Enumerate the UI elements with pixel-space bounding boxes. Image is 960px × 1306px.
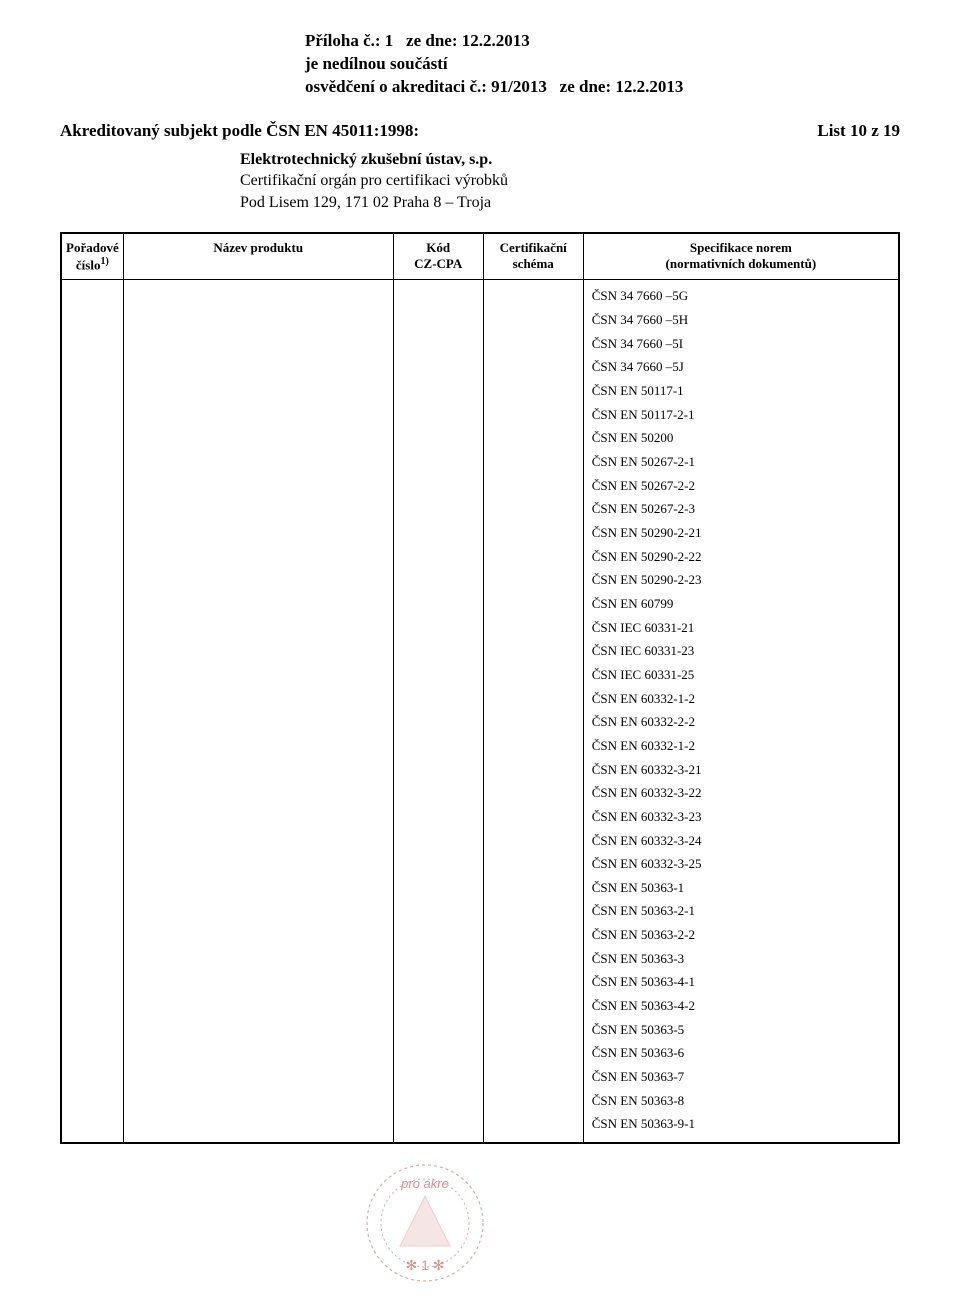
- table-row: ČSN 34 7660 –5GČSN 34 7660 –5HČSN 34 766…: [61, 280, 899, 1143]
- org-name: Elektrotechnický zkušební ústav, s.p.: [240, 149, 900, 171]
- priloha-date: ze dne: 12.2.2013: [406, 31, 530, 50]
- priloha-label: Příloha č.: 1: [305, 31, 393, 50]
- norm-line: ČSN EN 60332-3-24: [592, 829, 890, 853]
- norm-line: ČSN EN 50267-2-3: [592, 497, 890, 521]
- cell-cert: [483, 280, 583, 1143]
- table-header-row: Pořadové číslo1) Název produktu Kód CZ-C…: [61, 233, 899, 280]
- header-line-1: Příloha č.: 1 ze dne: 12.2.2013: [305, 30, 900, 53]
- norm-line: ČSN 34 7660 –5I: [592, 332, 890, 356]
- norm-line: ČSN EN 50363-4-2: [592, 994, 890, 1018]
- norm-line: ČSN EN 50363-7: [592, 1065, 890, 1089]
- poradove-l1: Pořadové: [66, 240, 119, 255]
- norm-line: ČSN EN 60332-1-2: [592, 734, 890, 758]
- norm-line: ČSN EN 60332-3-23: [592, 805, 890, 829]
- org-line-2: Certifikační orgán pro certifikaci výrob…: [240, 170, 900, 192]
- col-spec: Specifikace norem (normativních dokument…: [583, 233, 899, 280]
- col-nazev: Název produktu: [123, 233, 393, 280]
- norm-line: ČSN EN 50290-2-22: [592, 545, 890, 569]
- norm-line: ČSN EN 60799: [592, 592, 890, 616]
- osvedceni-label: osvědčení o akreditaci č.: 91/2013: [305, 77, 547, 96]
- cell-nazev: [123, 280, 393, 1143]
- norm-line: ČSN EN 50363-6: [592, 1041, 890, 1065]
- accreditation-stamp: pro akre ✻ 1 ✻: [360, 1158, 490, 1288]
- stamp-number: ✻ 1 ✻: [360, 1257, 490, 1274]
- norm-line: ČSN EN 50363-1: [592, 876, 890, 900]
- cert-l1: Certifikační: [500, 240, 567, 255]
- norm-line: ČSN EN 60332-3-25: [592, 852, 890, 876]
- osvedceni-date: ze dne: 12.2.2013: [560, 77, 684, 96]
- spec-l1: Specifikace norem: [690, 240, 792, 255]
- norm-line: ČSN EN 60332-1-2: [592, 687, 890, 711]
- footnote-marker: 1): [100, 256, 108, 267]
- header-line-2: je nedílnou součástí: [305, 53, 900, 76]
- norm-line: ČSN EN 50267-2-2: [592, 474, 890, 498]
- stamp-number-value: 1: [421, 1257, 429, 1273]
- stamp-top-text: pro akre: [360, 1176, 490, 1191]
- cell-poradove: [61, 280, 123, 1143]
- norm-line: ČSN EN 50363-2-2: [592, 923, 890, 947]
- norm-line: ČSN EN 50267-2-1: [592, 450, 890, 474]
- norm-line: ČSN EN 50363-4-1: [592, 970, 890, 994]
- col-cert: Certifikační schéma: [483, 233, 583, 280]
- norm-line: ČSN IEC 60331-25: [592, 663, 890, 687]
- kod-l2: CZ-CPA: [414, 256, 462, 271]
- norm-line: ČSN EN 50117-1: [592, 379, 890, 403]
- kod-l1: Kód: [426, 240, 450, 255]
- main-table: Pořadové číslo1) Název produktu Kód CZ-C…: [60, 232, 900, 1144]
- norm-line: ČSN EN 60332-2-2: [592, 710, 890, 734]
- cell-kod: [393, 280, 483, 1143]
- norm-line: ČSN 34 7660 –5G: [592, 284, 890, 308]
- norm-line: ČSN EN 50363-2-1: [592, 899, 890, 923]
- spec-l2: (normativních dokumentů): [666, 256, 817, 271]
- norm-line: ČSN EN 50363-3: [592, 947, 890, 971]
- subject-line: Akreditovaný subjekt podle ČSN EN 45011:…: [60, 121, 419, 141]
- poradove-l2: číslo: [76, 257, 101, 272]
- cert-l2: schéma: [513, 256, 554, 271]
- org-line-3: Pod Lisem 129, 171 02 Praha 8 – Troja: [240, 192, 900, 214]
- stamp-icon: [360, 1158, 490, 1288]
- norm-line: ČSN EN 50363-5: [592, 1018, 890, 1042]
- col-kod: Kód CZ-CPA: [393, 233, 483, 280]
- norm-line: ČSN EN 50363-9-1: [592, 1112, 890, 1136]
- header-block: Příloha č.: 1 ze dne: 12.2.2013 je nedíl…: [305, 30, 900, 99]
- norm-line: ČSN EN 60332-3-21: [592, 758, 890, 782]
- list-page: List 10 z 19: [817, 121, 900, 141]
- norm-line: ČSN 34 7660 –5H: [592, 308, 890, 332]
- norm-line: ČSN IEC 60331-23: [592, 639, 890, 663]
- norm-line: ČSN EN 50290-2-21: [592, 521, 890, 545]
- norm-line: ČSN EN 50363-8: [592, 1089, 890, 1113]
- col-poradove: Pořadové číslo1): [61, 233, 123, 280]
- org-block: Elektrotechnický zkušební ústav, s.p. Ce…: [240, 149, 900, 214]
- cell-norms: ČSN 34 7660 –5GČSN 34 7660 –5HČSN 34 766…: [583, 280, 899, 1143]
- subject-row: Akreditovaný subjekt podle ČSN EN 45011:…: [60, 121, 900, 141]
- norm-line: ČSN EN 60332-3-22: [592, 781, 890, 805]
- norm-line: ČSN 34 7660 –5J: [592, 355, 890, 379]
- norm-line: ČSN EN 50200: [592, 426, 890, 450]
- header-line-3: osvědčení o akreditaci č.: 91/2013 ze dn…: [305, 76, 900, 99]
- norm-line: ČSN IEC 60331-21: [592, 616, 890, 640]
- norm-line: ČSN EN 50117-2-1: [592, 403, 890, 427]
- norm-line: ČSN EN 50290-2-23: [592, 568, 890, 592]
